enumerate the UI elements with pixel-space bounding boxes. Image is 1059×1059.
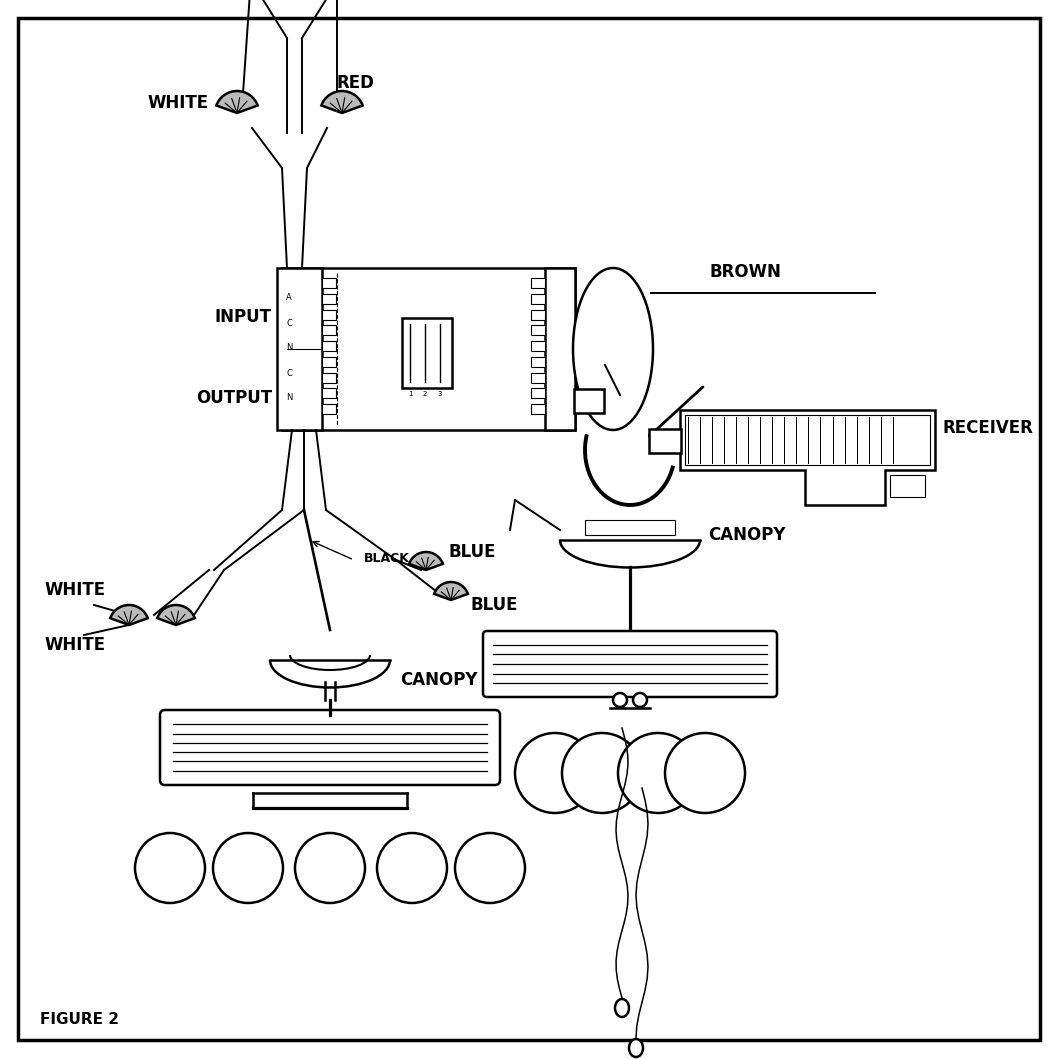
FancyBboxPatch shape xyxy=(649,429,681,453)
Bar xyxy=(322,293,336,304)
Text: FIGURE 2: FIGURE 2 xyxy=(40,1012,119,1027)
Bar xyxy=(531,309,545,320)
Bar xyxy=(531,373,545,382)
Bar xyxy=(282,268,575,430)
Bar xyxy=(890,475,925,497)
Wedge shape xyxy=(157,605,195,625)
Text: OUTPUT: OUTPUT xyxy=(196,389,272,407)
Bar xyxy=(277,268,322,430)
Bar xyxy=(531,279,545,288)
Bar xyxy=(322,357,336,366)
Circle shape xyxy=(562,733,642,813)
Bar xyxy=(585,520,675,535)
Text: BLACK: BLACK xyxy=(364,552,410,564)
Bar xyxy=(322,341,336,352)
Text: WHITE: WHITE xyxy=(44,636,106,654)
Text: N: N xyxy=(286,394,292,402)
Wedge shape xyxy=(321,91,362,113)
FancyBboxPatch shape xyxy=(574,389,604,413)
Text: A: A xyxy=(286,293,292,303)
Circle shape xyxy=(618,733,698,813)
Bar xyxy=(531,341,545,352)
Bar xyxy=(322,389,336,398)
Bar xyxy=(322,279,336,288)
Bar xyxy=(402,318,452,388)
Ellipse shape xyxy=(573,268,653,430)
Polygon shape xyxy=(680,410,935,505)
Text: BROWN: BROWN xyxy=(710,263,780,281)
Bar xyxy=(531,293,545,304)
Bar xyxy=(531,325,545,336)
Wedge shape xyxy=(434,582,468,600)
Circle shape xyxy=(377,833,447,903)
Text: 1: 1 xyxy=(408,391,412,397)
Text: 2: 2 xyxy=(423,391,427,397)
Text: RED: RED xyxy=(337,74,375,92)
Text: C: C xyxy=(286,319,292,327)
Ellipse shape xyxy=(629,1039,643,1057)
Text: WHITE: WHITE xyxy=(148,94,209,112)
Ellipse shape xyxy=(615,999,629,1017)
Bar xyxy=(531,405,545,414)
Wedge shape xyxy=(110,605,148,625)
Circle shape xyxy=(515,733,595,813)
Text: CANOPY: CANOPY xyxy=(400,671,478,689)
Bar xyxy=(322,309,336,320)
Text: N: N xyxy=(286,343,292,353)
Circle shape xyxy=(633,693,647,707)
Text: BLUE: BLUE xyxy=(471,596,519,614)
FancyBboxPatch shape xyxy=(160,710,500,785)
Circle shape xyxy=(295,833,365,903)
Bar xyxy=(322,325,336,336)
Bar xyxy=(685,415,930,465)
FancyBboxPatch shape xyxy=(483,631,777,697)
Circle shape xyxy=(613,693,627,707)
Bar xyxy=(545,268,575,430)
Text: 3: 3 xyxy=(437,391,443,397)
Text: RECEIVER: RECEIVER xyxy=(943,419,1034,437)
Circle shape xyxy=(665,733,744,813)
Text: INPUT: INPUT xyxy=(215,307,272,325)
Circle shape xyxy=(134,833,205,903)
Bar xyxy=(322,373,336,382)
Text: WHITE: WHITE xyxy=(44,581,106,599)
Wedge shape xyxy=(409,552,443,570)
Text: BLUE: BLUE xyxy=(448,543,496,561)
Wedge shape xyxy=(216,91,257,113)
Circle shape xyxy=(213,833,283,903)
Text: C: C xyxy=(286,369,292,377)
Bar xyxy=(531,389,545,398)
Bar xyxy=(531,357,545,366)
Bar xyxy=(322,405,336,414)
Circle shape xyxy=(455,833,525,903)
Text: CANOPY: CANOPY xyxy=(708,526,786,544)
